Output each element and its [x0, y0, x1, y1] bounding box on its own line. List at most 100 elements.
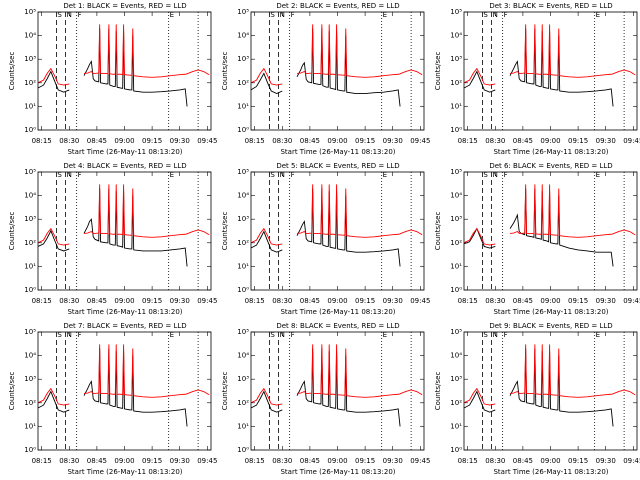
series-line — [250, 390, 283, 413]
y-axis-label: Counts/sec — [8, 52, 16, 91]
y-tick-label: 10¹ — [450, 422, 462, 430]
y-axis-label: Counts/sec — [221, 372, 229, 411]
series-line — [463, 67, 496, 86]
x-tick-label: 09:15 — [568, 457, 588, 465]
marker-label: E — [383, 171, 387, 179]
series-line — [37, 227, 70, 246]
x-axis-label: Start Time (26-May-11 08:13:20) — [67, 308, 182, 316]
x-tick-label: 09:00 — [114, 137, 134, 145]
chart-title: Det 6: BLACK = Events, RED = LLD — [489, 162, 612, 170]
marker-label: N — [280, 331, 285, 339]
y-axis-label: Counts/sec — [8, 372, 16, 411]
y-tick-label: 10⁵ — [237, 8, 249, 16]
x-tick-label: 08:15 — [32, 137, 52, 145]
y-tick-label: 10² — [24, 399, 36, 407]
series-line — [509, 184, 636, 238]
y-tick-label: 10⁴ — [237, 192, 249, 200]
marker-label: F — [504, 331, 508, 339]
marker-label: S — [57, 171, 62, 179]
marker-label: F — [78, 11, 82, 19]
x-tick-label: 09:45 — [410, 297, 430, 305]
x-tick-label: 08:15 — [245, 137, 265, 145]
marker-label: S — [270, 11, 275, 19]
x-tick-label: 09:00 — [540, 297, 560, 305]
x-tick-label: 08:45 — [513, 297, 533, 305]
x-tick-label: 08:30 — [59, 297, 79, 305]
x-tick-label: 08:15 — [245, 297, 265, 305]
plot-frame — [463, 171, 638, 291]
y-tick-label: 10² — [450, 399, 462, 407]
panel: Det 5: BLACK = Events, RED = LLD Start Ti… — [221, 162, 430, 316]
panel: Det 6: BLACK = Events, RED = LLD Start Ti… — [434, 162, 640, 316]
y-tick-label: 10⁴ — [24, 32, 36, 40]
series-line — [37, 390, 70, 413]
x-axis-label: Start Time (26-May-11 08:13:20) — [67, 148, 182, 156]
x-tick-label: 09:00 — [540, 137, 560, 145]
x-tick-label: 09:15 — [355, 137, 375, 145]
x-tick-label: 08:15 — [458, 297, 478, 305]
series-line — [463, 227, 496, 246]
y-tick-label: 10⁵ — [24, 328, 36, 336]
series-line — [463, 387, 496, 406]
x-tick-label: 08:15 — [32, 297, 52, 305]
x-tick-label: 09:30 — [170, 137, 190, 145]
y-tick-label: 10⁴ — [237, 352, 249, 360]
series-line — [296, 184, 423, 238]
x-tick-label: 09:30 — [596, 137, 616, 145]
y-tick-label: 10⁵ — [450, 8, 462, 16]
x-tick-label: 09:00 — [540, 457, 560, 465]
panel: Det 2: BLACK = Events, RED = LLD Start Ti… — [221, 2, 430, 156]
series-line — [83, 24, 210, 78]
x-axis-label: Start Time (26-May-11 08:13:20) — [280, 468, 395, 476]
plot-frame — [37, 171, 212, 291]
x-tick-label: 08:30 — [272, 137, 292, 145]
x-tick-label: 09:30 — [170, 457, 190, 465]
x-tick-label: 08:45 — [300, 297, 320, 305]
x-tick-label: 09:30 — [170, 297, 190, 305]
plot-frame — [37, 11, 212, 131]
y-tick-label: 10² — [237, 79, 249, 87]
x-tick-label: 09:45 — [197, 457, 217, 465]
x-tick-label: 09:15 — [142, 297, 162, 305]
x-tick-label: 09:00 — [114, 457, 134, 465]
y-tick-label: 10⁰ — [450, 126, 462, 134]
y-tick-label: 10³ — [450, 215, 462, 223]
chart-title: Det 9: BLACK = Events, RED = LLD — [489, 322, 612, 330]
y-axis-label: Counts/sec — [221, 212, 229, 251]
x-tick-label: 09:15 — [142, 457, 162, 465]
series-line — [509, 344, 636, 398]
marker-label: E — [383, 331, 387, 339]
x-tick-label: 09:00 — [327, 297, 347, 305]
series-line — [37, 70, 70, 93]
y-tick-label: 10⁵ — [237, 168, 249, 176]
series-line — [463, 227, 496, 249]
x-tick-label: 09:45 — [410, 457, 430, 465]
x-tick-label: 09:30 — [596, 457, 616, 465]
marker-label: E — [170, 331, 174, 339]
y-tick-label: 10⁵ — [450, 168, 462, 176]
chart-title: Det 4: BLACK = Events, RED = LLD — [63, 162, 186, 170]
marker-label: E — [596, 331, 600, 339]
y-tick-label: 10² — [237, 239, 249, 247]
y-tick-label: 10⁰ — [237, 286, 249, 294]
chart-title: Det 8: BLACK = Events, RED = LLD — [276, 322, 399, 330]
x-tick-label: 09:45 — [197, 297, 217, 305]
marker-label: N — [493, 171, 498, 179]
x-tick-label: 08:30 — [272, 297, 292, 305]
x-tick-label: 08:30 — [59, 457, 79, 465]
series-line — [509, 24, 636, 78]
x-tick-label: 09:45 — [623, 457, 640, 465]
marker-label: F — [291, 11, 295, 19]
panel: Det 8: BLACK = Events, RED = LLD Start Ti… — [221, 322, 430, 476]
x-tick-label: 09:30 — [383, 457, 403, 465]
chart-title: Det 5: BLACK = Events, RED = LLD — [276, 162, 399, 170]
y-tick-label: 10² — [24, 239, 36, 247]
marker-label: S — [483, 171, 488, 179]
panel: Det 9: BLACK = Events, RED = LLD Start Ti… — [434, 322, 640, 476]
y-axis-label: Counts/sec — [8, 212, 16, 251]
x-tick-label: 09:45 — [623, 137, 640, 145]
marker-label: F — [291, 331, 295, 339]
x-tick-label: 09:45 — [197, 137, 217, 145]
y-axis-label: Counts/sec — [221, 52, 229, 91]
x-tick-label: 09:45 — [410, 137, 430, 145]
